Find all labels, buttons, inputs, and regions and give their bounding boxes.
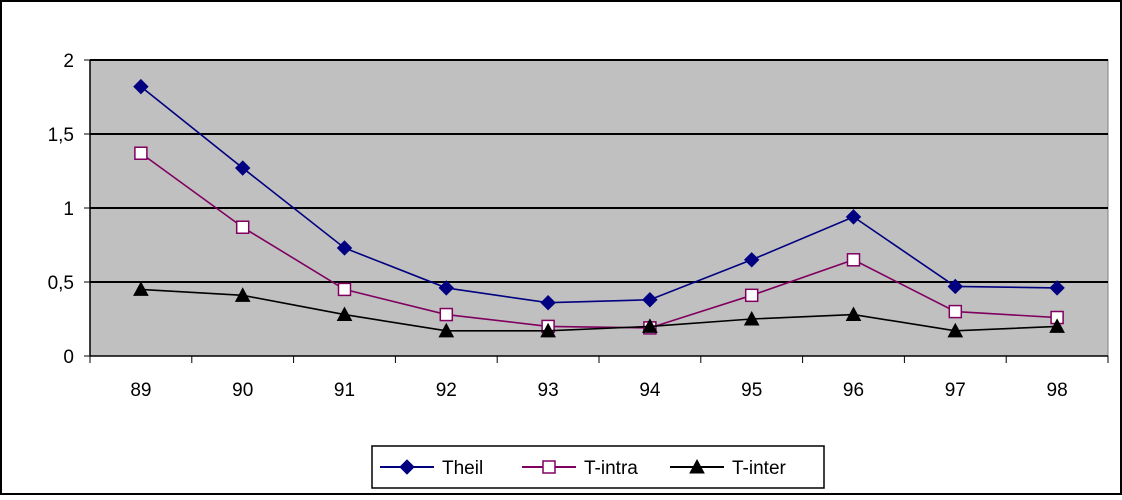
x-tick-label: 90 — [232, 380, 253, 401]
legend-label: T-intra — [584, 458, 638, 479]
x-tick-label: 89 — [130, 380, 151, 401]
data-point — [1049, 318, 1065, 333]
legend-label: Theil — [442, 458, 483, 479]
data-point — [235, 220, 250, 234]
gridlines — [90, 59, 1108, 283]
y-tick-label: 0,5 — [48, 273, 74, 294]
data-point — [133, 281, 149, 296]
legend-item: Theil — [380, 458, 483, 479]
y-tick-label: 0 — [63, 347, 74, 368]
series-line — [140, 152, 1058, 329]
data-point — [540, 322, 556, 338]
data-point — [642, 292, 658, 308]
legend: Theil T-intra T-inter — [371, 445, 825, 489]
data-point — [845, 306, 862, 322]
legend-item: T-intra — [522, 458, 638, 479]
x-tick-label: 96 — [843, 380, 864, 401]
data-point — [134, 146, 148, 160]
data-point — [642, 318, 658, 333]
data-point — [948, 304, 963, 319]
data-point — [336, 306, 353, 322]
x-tick-label: 91 — [334, 380, 355, 401]
x-tick-label: 97 — [945, 380, 966, 401]
data-point — [234, 287, 251, 302]
data-point — [540, 295, 556, 311]
legend-marker — [399, 459, 415, 475]
data-point — [234, 160, 251, 176]
y-tick-label: 1 — [63, 199, 74, 220]
legend-label: T-inter — [732, 458, 787, 479]
data-point — [439, 307, 454, 322]
data-point — [336, 240, 353, 256]
series-theil — [133, 78, 1065, 311]
data-point — [438, 322, 455, 338]
series-line — [140, 86, 1058, 304]
x-tick-label: 93 — [538, 380, 559, 401]
data-point — [743, 310, 760, 326]
data-point — [133, 78, 149, 95]
legend-box — [371, 445, 825, 489]
x-tick-label: 98 — [1047, 380, 1068, 401]
series-t-inter — [133, 281, 1065, 338]
series-line — [140, 288, 1058, 332]
axes: 0 0,5 1 1,5 2 89 90 91 92 93 94 95 96 97 98 — [48, 51, 1109, 401]
data-point — [438, 280, 455, 296]
data-point — [743, 252, 760, 268]
data-point — [845, 209, 862, 225]
data-point — [846, 253, 861, 267]
data-point — [1049, 280, 1065, 296]
data-point — [947, 278, 964, 295]
x-tick-label: 92 — [436, 380, 457, 401]
legend-item: T-inter — [670, 458, 787, 479]
data-point — [337, 282, 352, 297]
data-point — [744, 288, 759, 303]
x-tick-label: 94 — [639, 380, 661, 401]
series-layer — [133, 78, 1065, 338]
x-tick-label: 95 — [741, 380, 762, 401]
legend-marker — [689, 458, 705, 474]
y-tick-label: 2 — [63, 51, 74, 72]
data-point — [947, 322, 964, 338]
legend-marker — [542, 460, 556, 474]
y-tick-label: 1,5 — [48, 125, 74, 146]
